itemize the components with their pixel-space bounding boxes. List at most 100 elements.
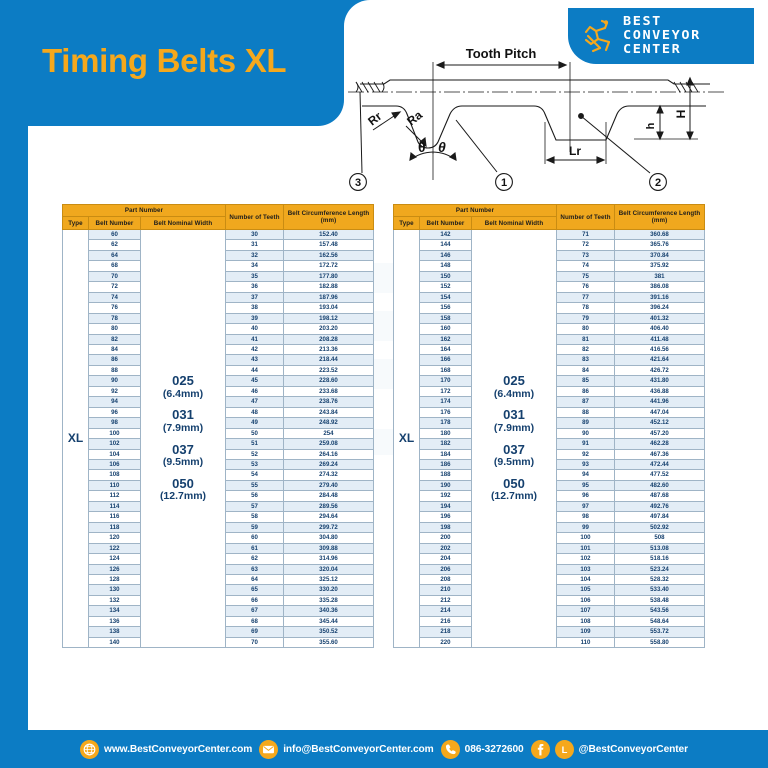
cell-circumference-length: 198.12 (283, 312, 374, 325)
cell-number-of-teeth: 48 (225, 406, 284, 419)
cell-belt-number: 80 (88, 323, 141, 335)
table-row: 144 72 365.76 (394, 239, 705, 251)
title-band (0, 0, 344, 126)
table-row: 162 81 411.48 (394, 333, 705, 346)
belt-width-mm: (12.7mm) (159, 490, 207, 503)
table-row: 200 100 508 (394, 532, 705, 544)
table-row: 158 79 401.32 (394, 312, 705, 325)
table-row: 204 102 518.16 (394, 553, 705, 565)
cell-belt-number: 124 (88, 553, 141, 565)
cell-circumference-length: 279.40 (283, 479, 374, 492)
footer-phone[interactable]: 086-3272600 (440, 739, 524, 759)
table-row: 108 54 274.32 (63, 469, 374, 481)
cell-number-of-teeth: 40 (225, 323, 284, 335)
cell-number-of-teeth: 63 (225, 563, 284, 575)
cell-circumference-length: 553.72 (614, 626, 705, 638)
table-row: 216 108 548.64 (394, 615, 705, 628)
footer-email[interactable]: info@BestConveyorCenter.com (259, 739, 434, 759)
cell-belt-number: 168 (419, 364, 472, 377)
cell-circumference-length: 187.96 (283, 291, 374, 304)
cell-circumference-length: 396.24 (614, 302, 705, 314)
cell-number-of-teeth: 68 (225, 615, 284, 628)
belt-width-mm: (7.9mm) (493, 421, 535, 434)
cell-number-of-teeth: 92 (556, 448, 615, 460)
cell-belt-number: 202 (419, 542, 472, 555)
cell-number-of-teeth: 50 (225, 427, 284, 440)
cell-belt-number: 206 (419, 563, 472, 575)
cell-number-of-teeth: 58 (225, 511, 284, 523)
table-row: 196 98 497.84 (394, 511, 705, 523)
table-row: 132 66 335.28 (63, 594, 374, 607)
cell-circumference-length: 386.08 (614, 281, 705, 293)
cell-circumference-length: 467.36 (614, 448, 705, 460)
belt-width-option: 050 (12.7mm) (141, 476, 225, 503)
cell-circumference-length: 523.24 (614, 563, 705, 575)
footer-social[interactable]: L @BestConveyorCenter (530, 739, 688, 759)
belt-width-code: 031 (503, 407, 525, 423)
globe-icon (80, 739, 99, 759)
cell-circumference-length: 381 (614, 270, 705, 283)
cell-circumference-length: 375.92 (614, 260, 705, 272)
label-lr: Lr (569, 144, 581, 158)
cell-circumference-length: 325.12 (283, 573, 374, 586)
cell-number-of-teeth: 108 (556, 615, 615, 628)
table-row: 198 99 502.92 (394, 521, 705, 534)
table-row: 76 38 193.04 (63, 302, 374, 314)
cell-number-of-teeth: 66 (225, 594, 284, 607)
cell-belt-number: 92 (88, 385, 141, 398)
table-row: 130 65 330.20 (63, 584, 374, 596)
cell-belt-number: 192 (419, 490, 472, 502)
table-row: 70 35 177.80 (63, 270, 374, 283)
cell-belt-number: 194 (419, 500, 472, 513)
cell-number-of-teeth: 101 (556, 542, 615, 555)
cell-belt-number: 200 (419, 532, 472, 544)
header-belt-number: Belt Number (88, 216, 141, 230)
cell-belt-number: 108 (88, 469, 141, 481)
cell-circumference-length: 548.64 (614, 615, 705, 628)
footer-website[interactable]: www.BestConveyorCenter.com (80, 739, 252, 759)
cell-circumference-length: 477.52 (614, 469, 705, 481)
header-type: Type (393, 216, 420, 230)
table-body-left: XL 60 025 (6.4mm) 031 (7.9mm) 037 (9.5mm) 050 (12… (62, 228, 374, 649)
cell-circumference-length: 411.48 (614, 333, 705, 346)
cell-circumference-length: 345.44 (283, 615, 374, 628)
cell-number-of-teeth: 53 (225, 458, 284, 471)
cell-belt-number: 86 (88, 354, 141, 366)
cell-belt-number: 204 (419, 553, 472, 565)
table-row: 218 109 553.72 (394, 626, 705, 638)
label-tooth-pitch: Tooth Pitch (466, 46, 537, 61)
cell-belt-number: 78 (88, 312, 141, 325)
table-row: 78 39 198.12 (63, 312, 374, 325)
table-row: 180 90 457.20 (394, 427, 705, 440)
cell-belt-number: 132 (88, 594, 141, 607)
table-row: 168 84 426.72 (394, 364, 705, 377)
table-row: 208 104 528.32 (394, 573, 705, 586)
table-row: 164 82 416.56 (394, 343, 705, 356)
facebook-icon[interactable] (530, 739, 550, 759)
cell-number-of-teeth: 54 (225, 469, 284, 481)
cell-belt-number: 94 (88, 396, 141, 408)
cell-belt-number: 138 (88, 626, 141, 638)
cell-circumference-length: 248.92 (283, 417, 374, 429)
cell-number-of-teeth: 31 (225, 239, 284, 251)
table-row: 194 97 492.76 (394, 500, 705, 513)
table-row: 68 34 172.72 (63, 260, 374, 272)
cell-number-of-teeth: 75 (556, 270, 615, 283)
cell-belt-number: 68 (88, 260, 141, 272)
belt-width-code: 037 (503, 441, 525, 457)
table-row: 116 58 294.64 (63, 511, 374, 523)
belt-width-option: 037 (9.5mm) (141, 442, 225, 469)
cell-circumference-length: 416.56 (614, 343, 705, 356)
line-icon[interactable]: L (554, 739, 574, 759)
cell-circumference-length: 274.32 (283, 469, 374, 481)
cell-number-of-teeth: 67 (225, 605, 284, 617)
conveyor-robot-icon (584, 19, 611, 53)
callout-2: 2 (655, 177, 661, 189)
label-height-H: H (674, 110, 688, 119)
cell-number-of-teeth: 46 (225, 385, 284, 398)
sheet-corner-round (344, 0, 370, 26)
cell-number-of-teeth: 41 (225, 333, 284, 346)
table-row: 84 42 213.36 (63, 343, 374, 356)
cell-number-of-teeth: 109 (556, 626, 615, 638)
cell-number-of-teeth: 42 (225, 343, 284, 356)
